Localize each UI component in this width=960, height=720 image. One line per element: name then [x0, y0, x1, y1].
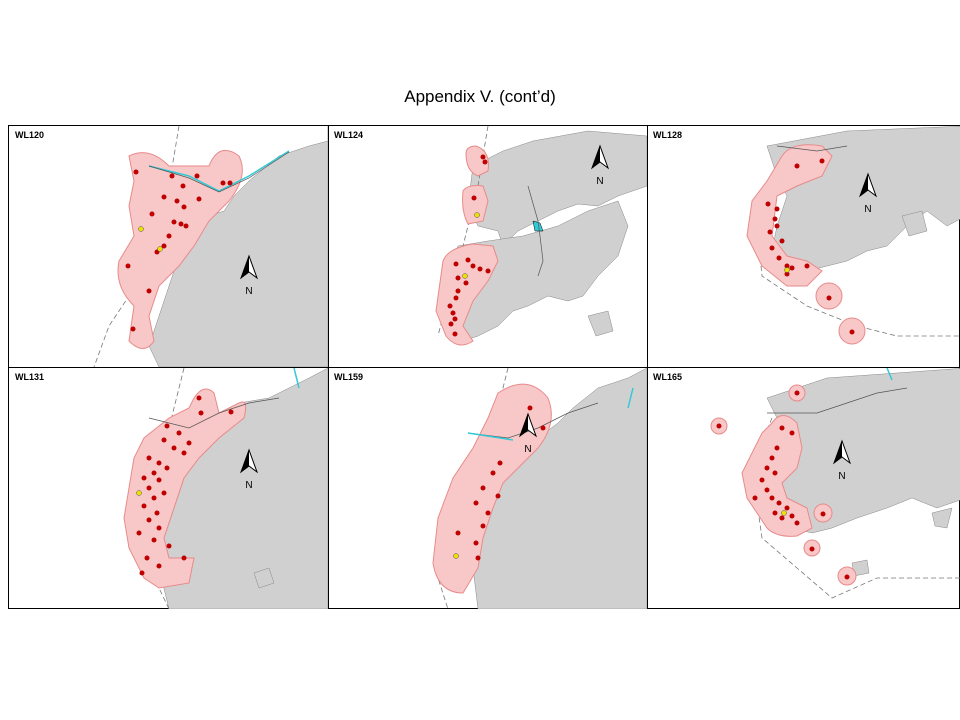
compass-label: N	[245, 286, 252, 297]
map-panel-wl165: N WL165	[647, 368, 960, 609]
location-points	[716, 390, 850, 580]
page-title: Appendix V. (cont’d)	[404, 87, 556, 106]
channel	[467, 432, 514, 441]
north-arrow	[858, 172, 878, 198]
compass-label: N	[838, 471, 845, 482]
location-points	[136, 395, 234, 576]
map-panel-wl124: N WL124	[328, 126, 647, 367]
home-range-mid	[462, 185, 489, 225]
yellow-points	[453, 553, 459, 559]
map-panel-wl131: N WL131	[9, 368, 328, 609]
yellow-points	[462, 212, 480, 279]
home-range-north	[465, 145, 489, 177]
compass-label: N	[524, 444, 531, 455]
map-panel-wl159: N WL159	[328, 368, 647, 609]
yellow-points	[781, 510, 787, 516]
compass-label: N	[864, 204, 871, 215]
north-arrow	[590, 144, 610, 170]
north-arrow	[239, 254, 259, 280]
panel-label: WL124	[334, 130, 364, 140]
panel-label: WL120	[15, 130, 45, 140]
home-range-south	[435, 243, 499, 346]
yellow-points	[138, 226, 163, 252]
home-range	[117, 149, 243, 349]
yellow-points	[784, 267, 790, 273]
channel	[886, 368, 893, 381]
panel-label: WL131	[15, 372, 45, 382]
channel	[293, 368, 300, 389]
boundary-line	[756, 175, 960, 337]
location-points	[455, 405, 546, 561]
panel-label: WL165	[653, 372, 683, 382]
location-points	[447, 154, 491, 337]
boundary-line	[751, 417, 960, 599]
channel	[148, 150, 290, 192]
north-arrow	[239, 448, 259, 474]
compass-label: N	[596, 176, 603, 187]
map-panel-wl120: N WL120	[9, 126, 328, 367]
yellow-points	[136, 490, 142, 496]
location-points	[765, 158, 855, 335]
home-range	[746, 144, 833, 287]
channel	[532, 220, 544, 232]
map-panel-wl128: N WL128	[647, 126, 960, 367]
north-arrow	[832, 439, 852, 465]
panel-label: WL159	[334, 372, 364, 382]
divider	[9, 367, 959, 368]
compass-label: N	[245, 480, 252, 491]
map-grid: N WL120	[8, 125, 960, 609]
location-points	[125, 169, 233, 332]
panel-label: WL128	[653, 130, 683, 140]
home-range	[741, 415, 813, 537]
home-range	[432, 383, 552, 594]
north-arrow	[518, 412, 538, 438]
